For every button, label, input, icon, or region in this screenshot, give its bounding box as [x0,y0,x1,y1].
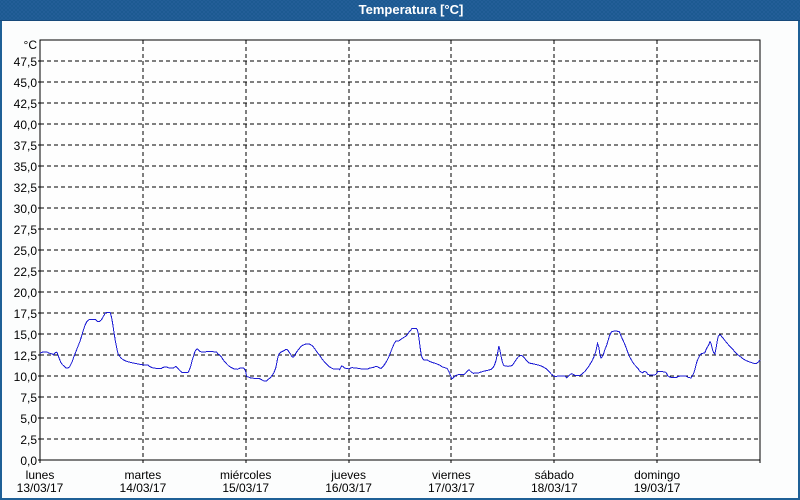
svg-text:13/03/17: 13/03/17 [17,481,64,495]
svg-text:10,0: 10,0 [14,370,38,384]
svg-text:2,5: 2,5 [20,433,37,447]
svg-text:lunes: lunes [26,468,55,482]
svg-text:15/03/17: 15/03/17 [222,481,269,495]
svg-text:35,0: 35,0 [14,160,38,174]
svg-text:42,5: 42,5 [14,97,38,111]
svg-text:45,0: 45,0 [14,76,38,90]
svg-text:jueves: jueves [330,468,366,482]
svg-text:22,5: 22,5 [14,265,38,279]
svg-text:40,0: 40,0 [14,118,38,132]
svg-text:27,5: 27,5 [14,223,38,237]
svg-text:sábado: sábado [535,468,575,482]
svg-text:19/03/17: 19/03/17 [634,481,681,495]
svg-text:30,0: 30,0 [14,202,38,216]
svg-text:37,5: 37,5 [14,139,38,153]
svg-text:12,5: 12,5 [14,349,38,363]
svg-text:15,0: 15,0 [14,328,38,342]
svg-text:14/03/17: 14/03/17 [120,481,167,495]
svg-text:viernes: viernes [432,468,471,482]
svg-text:miércoles: miércoles [220,468,271,482]
svg-text:25,0: 25,0 [14,244,38,258]
svg-text:martes: martes [125,468,162,482]
svg-text:18/03/17: 18/03/17 [531,481,578,495]
svg-text:47,5: 47,5 [14,55,38,69]
svg-text:17/03/17: 17/03/17 [428,481,475,495]
svg-text:7,5: 7,5 [20,391,37,405]
svg-text:17,5: 17,5 [14,307,38,321]
svg-text:20,0: 20,0 [14,286,38,300]
svg-text:0,0: 0,0 [20,454,37,468]
svg-text:16/03/17: 16/03/17 [325,481,372,495]
svg-text:5,0: 5,0 [20,412,37,426]
svg-text:domingo: domingo [634,468,680,482]
svg-text:32,5: 32,5 [14,181,38,195]
svg-text:°C: °C [24,38,38,52]
